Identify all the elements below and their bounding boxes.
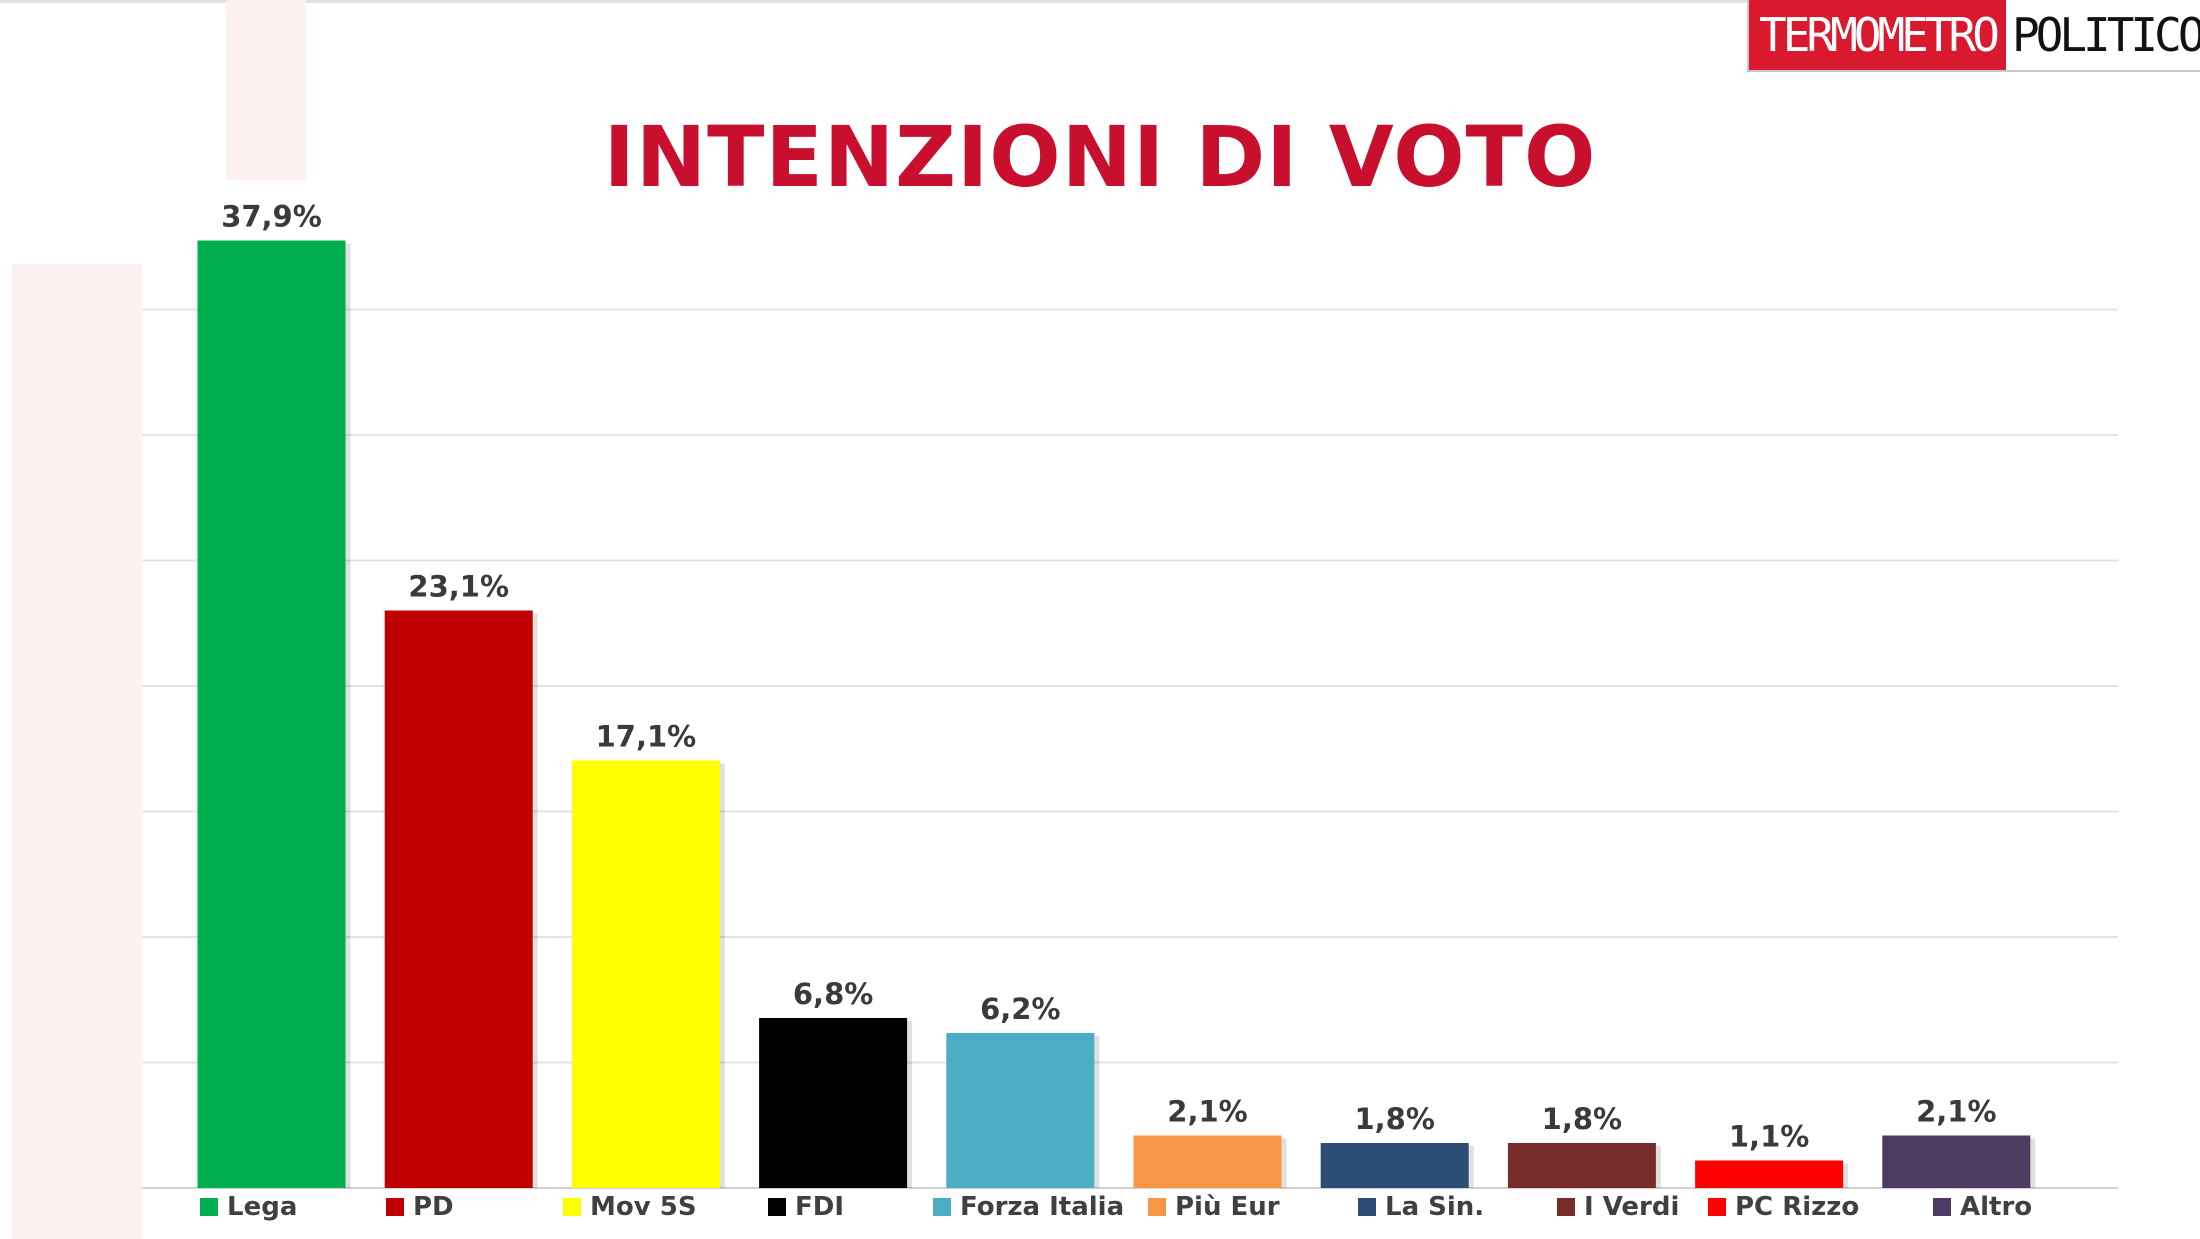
- legend-item: PC Rizzo: [1708, 1192, 1859, 1222]
- legend-label: La Sin.: [1385, 1192, 1485, 1222]
- data-label: 37,9%: [221, 200, 322, 234]
- legend-item: Altro: [1933, 1192, 2032, 1222]
- legend-item: Lega: [200, 1192, 297, 1222]
- bar-fdi: [759, 1018, 908, 1188]
- legend-swatch: [1358, 1198, 1376, 1216]
- logo-part-1: TERMOMETRO: [1749, 0, 2006, 70]
- logo-part-2: POLITICO: [2005, 0, 2200, 70]
- legend-label: Mov 5S: [590, 1192, 697, 1222]
- legend-swatch: [200, 1198, 218, 1216]
- legend-item: FDI: [768, 1192, 844, 1222]
- legend-swatch: [386, 1198, 404, 1216]
- bar-i-verdi: [1507, 1143, 1656, 1188]
- data-label: 6,2%: [980, 992, 1060, 1026]
- bar-la-sin-: [1320, 1143, 1469, 1188]
- chart-title: INTENZIONI DI VOTO: [603, 108, 1597, 206]
- data-label: 6,8%: [793, 977, 873, 1011]
- legend-label: PC Rizzo: [1735, 1192, 1860, 1222]
- data-label: 1,8%: [1354, 1102, 1434, 1136]
- data-label: 17,1%: [596, 720, 697, 754]
- top-border: [0, 0, 2200, 3]
- data-label: 23,1%: [408, 570, 509, 604]
- data-label: 2,1%: [1916, 1095, 1996, 1129]
- data-label: 1,1%: [1729, 1120, 1809, 1154]
- termometro-politico-logo: TERMOMETRO POLITICO: [1747, 0, 2200, 72]
- legend-swatch: [1708, 1198, 1726, 1216]
- data-label: 1,8%: [1542, 1102, 1622, 1136]
- legend-swatch: [1933, 1198, 1951, 1216]
- data-label: 2,1%: [1167, 1095, 1247, 1129]
- legend-swatch: [933, 1198, 951, 1216]
- bar-pc-rizzo: [1695, 1160, 1844, 1188]
- legend-item: I Verdi: [1557, 1192, 1679, 1222]
- legend-swatch: [1557, 1198, 1575, 1216]
- legend-item: La Sin.: [1358, 1192, 1484, 1222]
- legend-item: Più Eur: [1148, 1192, 1280, 1222]
- legend-item: PD: [386, 1192, 454, 1222]
- legend-label: PD: [413, 1192, 454, 1222]
- background-shade: [12, 264, 142, 1239]
- legend-label: Forza Italia: [960, 1192, 1125, 1222]
- legend-swatch: [768, 1198, 786, 1216]
- bar-pi-eur: [1133, 1135, 1282, 1188]
- legend-swatch: [1148, 1198, 1166, 1216]
- bar-forza-italia: [946, 1033, 1095, 1188]
- legend-label: I Verdi: [1584, 1192, 1680, 1222]
- bar-lega: [197, 240, 346, 1188]
- legend-swatch: [563, 1198, 581, 1216]
- legend-label: Lega: [227, 1192, 298, 1222]
- background-shade: [226, 0, 306, 180]
- legend-item: Forza Italia: [933, 1192, 1124, 1222]
- bar-pd: [384, 610, 533, 1188]
- legend-item: Mov 5S: [563, 1192, 697, 1222]
- legend-label: Altro: [1960, 1192, 2033, 1222]
- chart-legend: Lega PD Mov 5S FDI Forza Italia Più Eur La Sin…: [0, 1192, 2200, 1224]
- legend-label: FDI: [795, 1192, 845, 1222]
- legend-label: Più Eur: [1175, 1192, 1280, 1222]
- bar-altro: [1882, 1135, 2031, 1188]
- bar-mov-5s: [571, 760, 720, 1188]
